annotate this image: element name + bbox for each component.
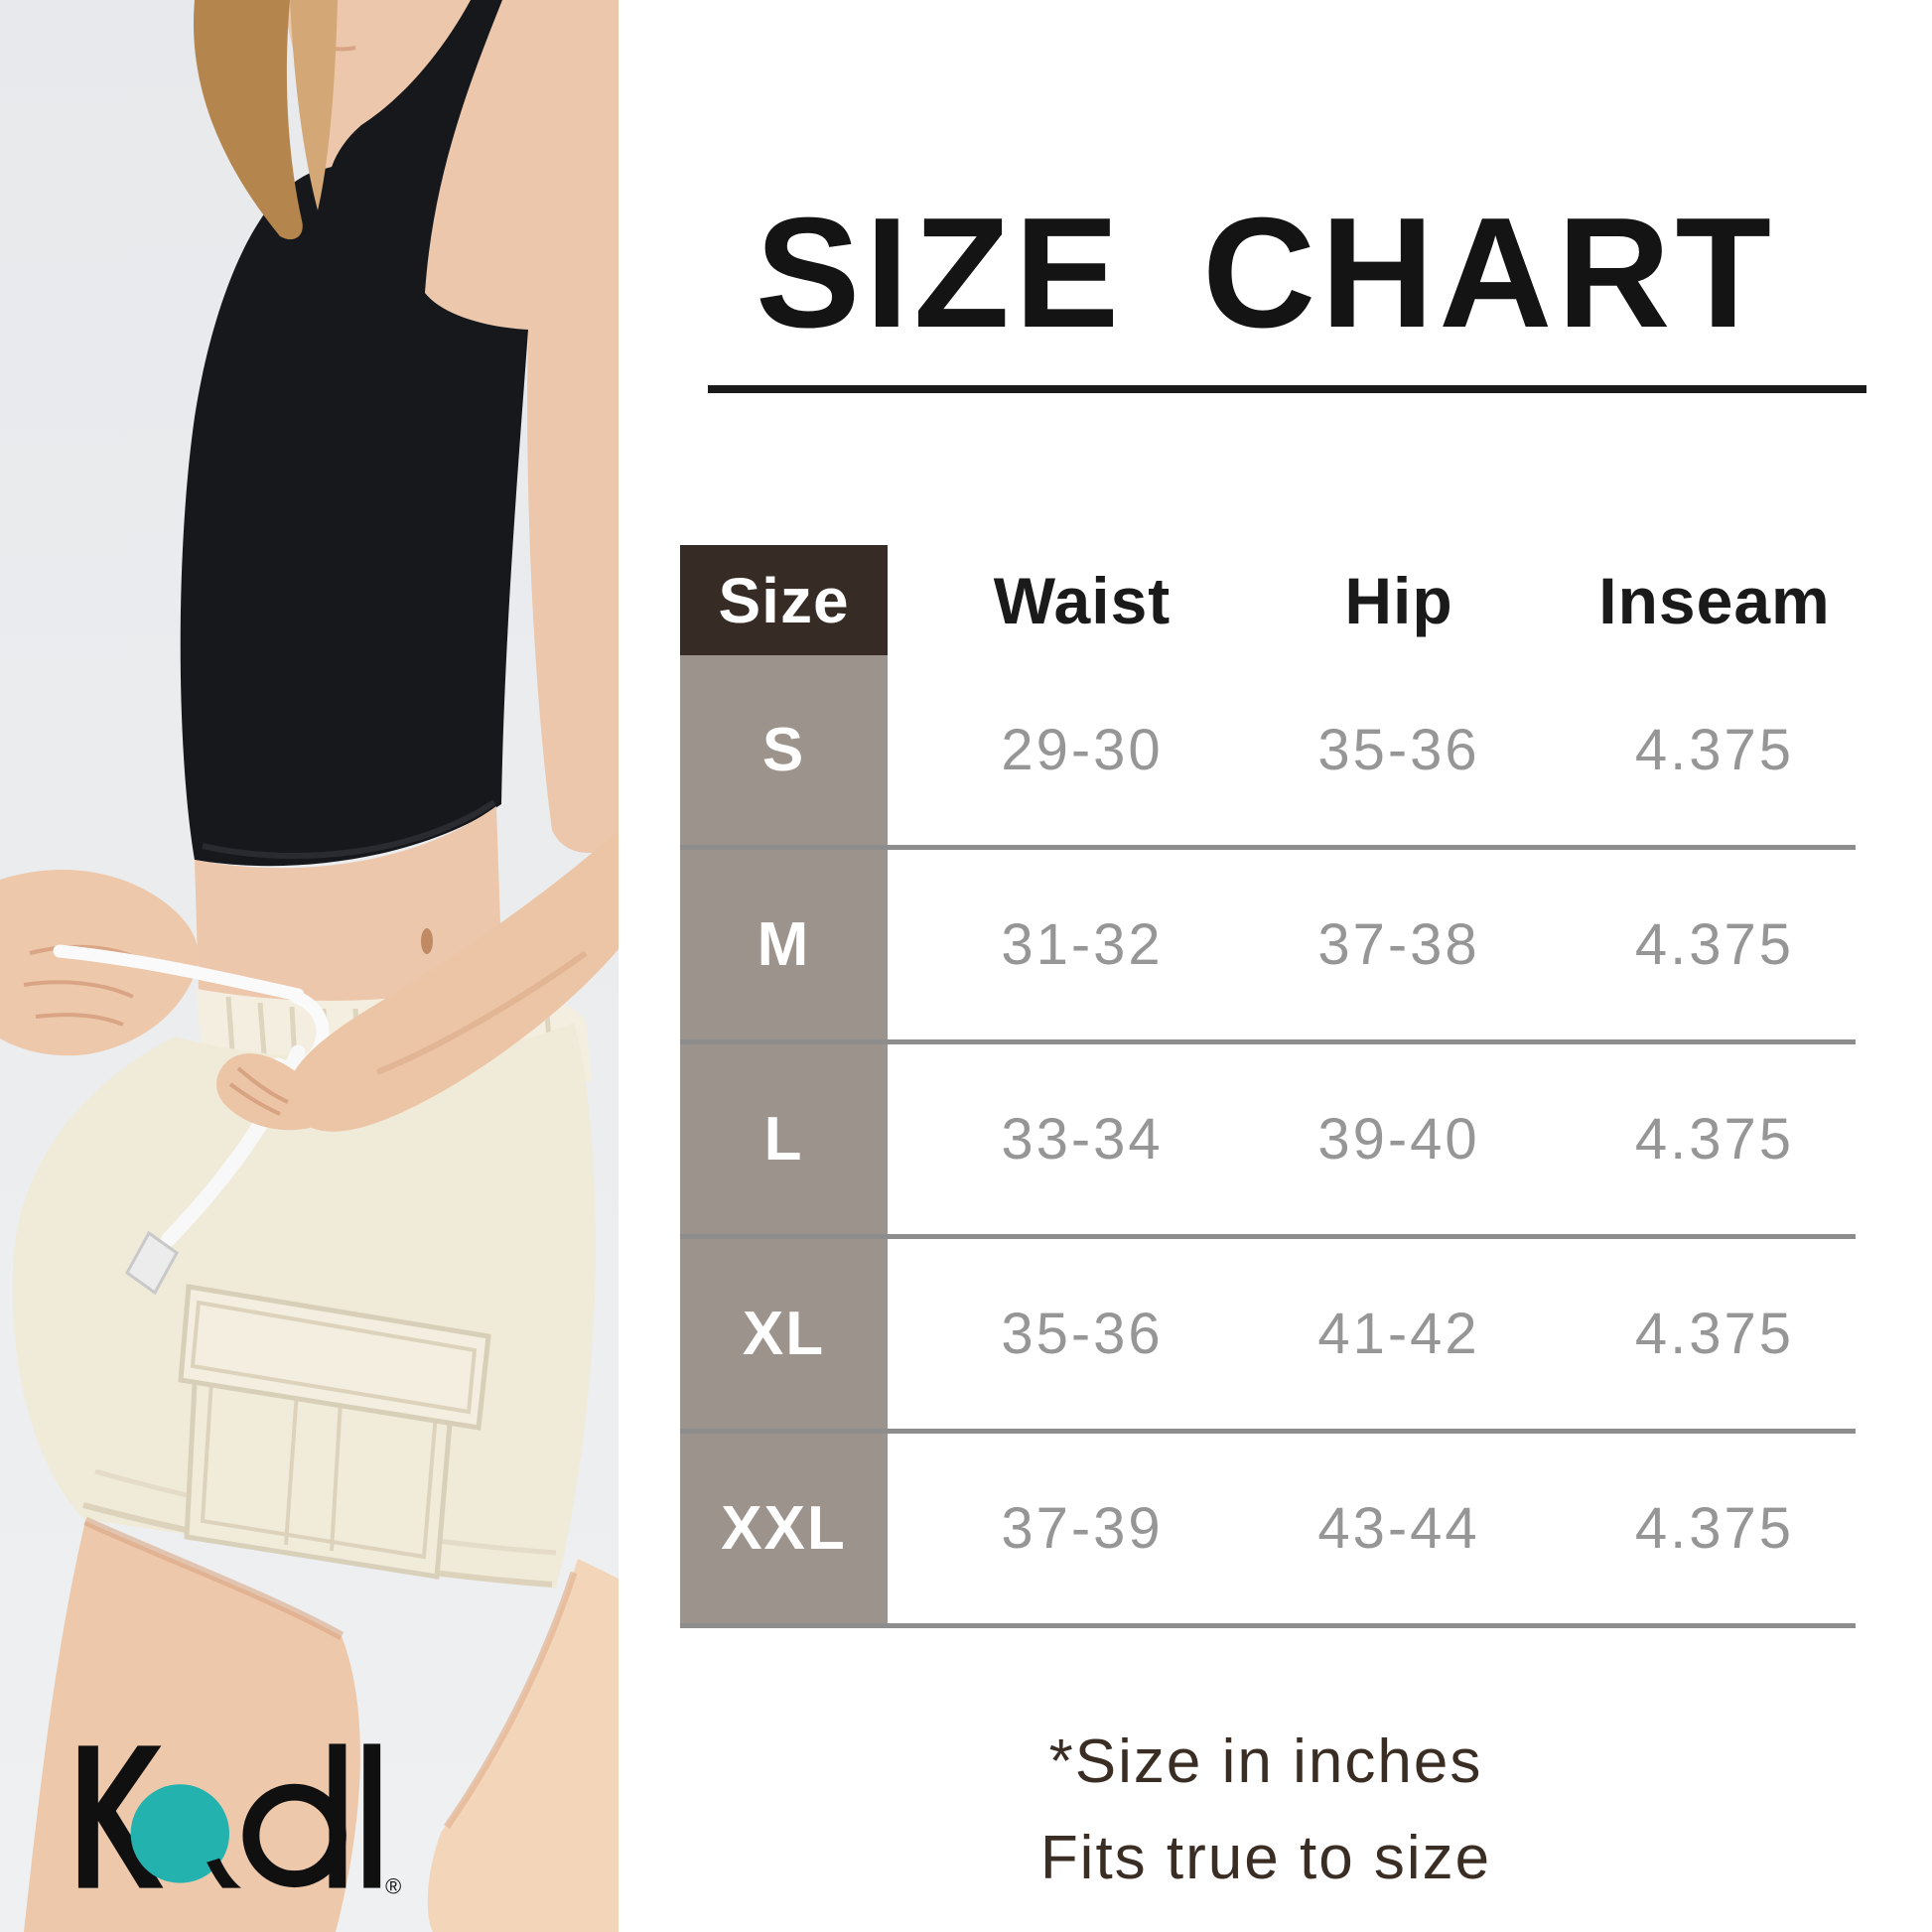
forearm-shadow — [375, 950, 588, 1075]
inseam-cell: 4.375 — [1634, 1496, 1795, 1561]
brand-logo-mark: ® — [77, 1743, 401, 1898]
hip-cell: 37-38 — [1317, 912, 1480, 977]
pocket-pleats — [284, 1377, 344, 1552]
logo-letter-l — [363, 1743, 381, 1888]
right-arm — [425, 0, 619, 853]
inseam-cell: 4.375 — [1634, 912, 1795, 977]
right-hand-fingers — [228, 1066, 289, 1116]
hip-cell: 41-42 — [1317, 1302, 1480, 1366]
right-forearm — [289, 830, 619, 1132]
waist-cell: 29-30 — [1001, 718, 1164, 782]
cargo-pocket-flap — [178, 1284, 491, 1431]
logo-registered-mark: ® — [385, 1874, 401, 1898]
hip-cell: 43-44 — [1317, 1496, 1480, 1561]
logo-a-tail — [207, 1858, 241, 1888]
flap-stitch — [190, 1300, 478, 1415]
size-cell: XXL — [680, 1434, 888, 1623]
size-cell: M — [680, 850, 888, 1039]
hip-cell: 35-36 — [1317, 718, 1480, 782]
product-photo: ® — [0, 0, 619, 1932]
header-cell-hip: Hip — [1344, 563, 1453, 637]
back-knee — [427, 1559, 619, 1932]
left-hand — [0, 869, 199, 1056]
drawstring-aglet — [125, 1230, 179, 1296]
hair-strand-front — [290, 0, 338, 210]
title-underline — [708, 385, 1866, 393]
page-title: SIZE CHART — [756, 186, 1776, 360]
top-hem-stitch — [202, 799, 496, 859]
size-cell: S — [680, 655, 888, 845]
table-row: XL 35-36 41-42 4.375 — [680, 1239, 1856, 1434]
table-row: S 29-30 35-36 4.375 — [680, 655, 1856, 850]
size-cell: XL — [680, 1239, 888, 1429]
table-row: L 33-34 39-40 4.375 — [680, 1044, 1856, 1239]
header-cell-inseam: Inseam — [1598, 563, 1831, 637]
midriff — [195, 806, 502, 1004]
inseam-cell: 4.375 — [1634, 718, 1795, 782]
header-cell-waist: Waist — [993, 563, 1172, 637]
size-cell: L — [680, 1044, 888, 1234]
table-header-row: Size Waist Hip Inseam — [680, 545, 1856, 655]
inseam-cell: 4.375 — [1634, 1107, 1795, 1172]
footnote-line-1: *Size in inches — [1048, 1727, 1483, 1796]
waist-cell: 37-39 — [1001, 1496, 1164, 1561]
footnote-line-2: Fits true to size — [1039, 1824, 1492, 1892]
logo-letter-k — [77, 1745, 164, 1888]
logo-letter-d — [242, 1743, 346, 1888]
size-table: Size Waist Hip Inseam S 29-30 35-36 4.375 M 3… — [680, 545, 1856, 1628]
hair-strand-back — [193, 0, 303, 240]
waist-cell: 31-32 — [1001, 912, 1164, 977]
table-row: M 31-32 37-38 4.375 — [680, 850, 1856, 1044]
logo-teal-dot — [130, 1784, 230, 1883]
header-cell-size: Size — [680, 545, 888, 655]
navel — [421, 928, 433, 954]
inseam-cell: 4.375 — [1634, 1302, 1795, 1366]
table-body: S 29-30 35-36 4.375 M 31-32 37-38 4.375 L 33-34 39… — [680, 655, 1856, 1628]
waist-cell: 35-36 — [1001, 1302, 1164, 1366]
hip-cell: 39-40 — [1317, 1107, 1480, 1172]
knee-edge-shadow — [444, 1571, 578, 1829]
model-illustration — [0, 0, 619, 1932]
table-row: XXL 37-39 43-44 4.375 — [680, 1434, 1856, 1628]
thigh-shadow — [83, 1516, 345, 1640]
waist-cell: 33-34 — [1001, 1107, 1164, 1172]
brand-logo: ® — [69, 1735, 401, 1898]
footnote: *Size in inches Fits true to size — [655, 1714, 1876, 1906]
